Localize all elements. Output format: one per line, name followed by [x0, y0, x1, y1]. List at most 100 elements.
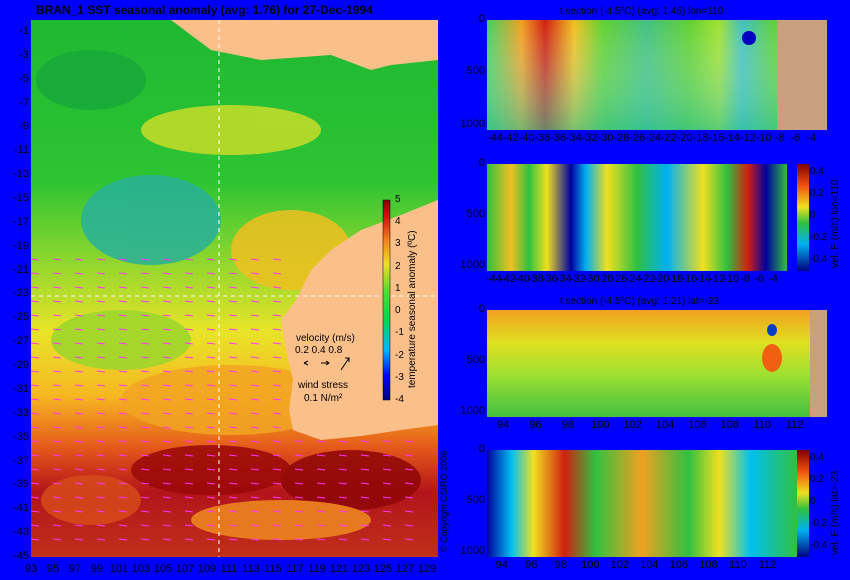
wind-vector	[294, 468, 304, 471]
wind-vector	[118, 286, 128, 289]
panel2-y-tick: 0	[478, 157, 485, 169]
wind-vector	[74, 510, 84, 513]
wind-vector	[74, 258, 84, 261]
wind-vector	[250, 286, 260, 289]
velocity-legend-arrows	[303, 357, 350, 371]
wind-vector	[74, 328, 84, 331]
map-x-tick-label: 105	[153, 563, 173, 575]
wind-vector	[272, 510, 282, 513]
wind-vector	[404, 440, 414, 443]
wind-vector	[74, 412, 84, 415]
wind-vector	[31, 314, 40, 317]
wind-vector	[118, 356, 128, 359]
wind-vector	[118, 454, 128, 457]
panel2-colorbar-label: vel. E (m/s) lon=110	[830, 179, 841, 268]
wind-vector	[404, 454, 414, 457]
wind-vector	[96, 258, 106, 261]
wind-vector	[184, 524, 194, 527]
wind-vector	[96, 342, 106, 345]
wind-vector	[184, 286, 194, 289]
panel3-y-tick: 500	[466, 353, 485, 366]
wind-vector	[228, 412, 238, 415]
wind-vector	[162, 440, 172, 443]
wind-vector	[31, 286, 40, 289]
map-x-tick-label: 123	[351, 563, 371, 575]
map-x-tick-label: 115	[264, 563, 282, 575]
wind-vector	[162, 384, 172, 387]
wind-vector	[272, 328, 282, 331]
wind-vector	[118, 468, 128, 471]
wind-vector	[228, 300, 238, 303]
panel2-x-tick: -34	[555, 273, 572, 285]
sst-colorbar-tick: -1	[395, 327, 404, 339]
wind-vector	[52, 412, 62, 415]
wind-vector	[118, 524, 128, 527]
wind-vector	[52, 538, 62, 541]
wind-vector	[184, 384, 194, 387]
wind-vector	[338, 538, 348, 541]
wind-vector	[360, 510, 370, 513]
sst-colorbar-tick: -3	[395, 371, 404, 383]
velocity-colorbar-tick: -0.2	[810, 518, 828, 529]
wind-vector	[52, 510, 62, 513]
wind-vector	[118, 300, 128, 303]
wind-vector	[338, 524, 348, 527]
wind-vector	[52, 426, 62, 429]
wind-vector	[250, 426, 260, 429]
wind-vector	[294, 440, 304, 443]
wind-vector	[206, 454, 216, 457]
wind-vector	[228, 286, 238, 289]
wind-vector	[52, 356, 62, 359]
wind-vector	[31, 328, 40, 331]
wind-vector	[74, 524, 84, 527]
wind-vector	[52, 482, 62, 485]
wind-vector	[206, 510, 216, 513]
velocity-colorbar-tick: 0.4	[810, 166, 824, 177]
wind-vector	[31, 510, 40, 513]
map-y-tick-label: -13	[13, 168, 29, 181]
panel2-x-tick: -8	[740, 273, 751, 285]
wind-vector	[140, 426, 150, 429]
map-y-tick-label: -1	[19, 24, 29, 37]
wind-vector	[74, 300, 84, 303]
wind-vector	[162, 258, 172, 261]
panel2-colorbar	[797, 164, 809, 271]
wind-vector	[228, 314, 238, 317]
wind-vector	[52, 286, 62, 289]
velocity-colorbar-tick: -0.4	[810, 254, 828, 265]
wind-vector	[206, 440, 216, 443]
wind-vector	[272, 468, 282, 471]
panel3-x-tick: 112	[785, 419, 804, 431]
wind-vector	[272, 398, 282, 401]
panel2-x-tick: -12	[709, 273, 726, 285]
wind-vector	[96, 440, 106, 443]
panel2-x-tick: -6	[754, 273, 764, 285]
wind-vector	[140, 272, 150, 275]
panel2-x-tick: -44	[486, 273, 502, 285]
wind-vector	[52, 440, 62, 443]
wind-vector	[74, 482, 84, 485]
panel4-x-tick: 100	[581, 559, 600, 571]
wind-vector	[118, 482, 128, 485]
wind-vector	[96, 510, 106, 513]
wind-vector	[228, 496, 238, 499]
wind-vector	[96, 426, 106, 429]
wind-vector	[272, 426, 282, 429]
wind-vector	[52, 468, 62, 471]
panel4-y-tick: 0	[478, 443, 485, 455]
wind-vector	[206, 426, 216, 429]
panel4-x-tick: 106	[669, 559, 689, 571]
sst-colorbar-tick: 0	[395, 305, 401, 317]
sst-colorbar-tick: 2	[395, 260, 401, 272]
wind-vector	[382, 440, 392, 443]
wind-vector	[228, 482, 238, 485]
wind-vector	[316, 524, 326, 527]
wind-vector	[184, 412, 194, 415]
panel4-x-tick: 110	[729, 559, 747, 571]
wind-vector	[228, 384, 238, 387]
wind-vector	[96, 524, 106, 527]
wind-vector	[206, 468, 216, 471]
wind-vector	[31, 426, 40, 429]
wind-vector	[228, 258, 238, 261]
